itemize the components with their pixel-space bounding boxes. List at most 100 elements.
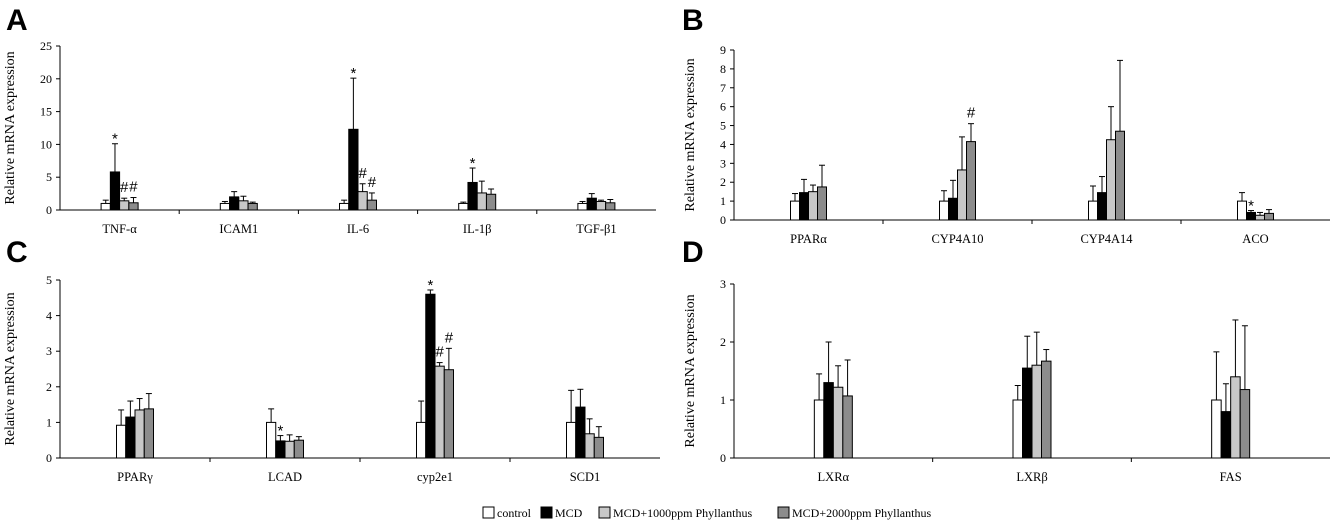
significance-mark: * <box>112 131 118 148</box>
bar <box>125 416 136 459</box>
bar <box>595 200 607 211</box>
category-label: PPARα <box>790 232 827 246</box>
category-label: CYP4A14 <box>1080 232 1133 246</box>
bar <box>284 440 295 459</box>
bar <box>467 181 478 211</box>
bar <box>842 395 853 459</box>
bar <box>416 421 427 459</box>
category-label: TGF-β1 <box>576 222 616 236</box>
bar <box>116 424 127 459</box>
legend-label: MCD+2000ppm Phyllanthus <box>792 506 931 520</box>
bar <box>458 202 469 211</box>
bar <box>266 421 277 459</box>
bar <box>128 202 139 211</box>
category-label: IL-6 <box>347 222 369 236</box>
bar <box>348 128 359 211</box>
bar <box>339 202 350 211</box>
panel-letter: B <box>682 4 704 37</box>
bar <box>605 202 616 211</box>
legend-label: MCD <box>555 506 583 520</box>
bar <box>1088 200 1098 221</box>
panel-letter: D <box>682 236 704 269</box>
y-tick-label: 2 <box>46 380 52 394</box>
chart-panel-b: B Relative mRNA expression 0 1 2 3 4 5 6 7 8 9 PPARα… <box>682 4 1330 246</box>
y-axis-label: Relative mRNA expression <box>683 58 698 211</box>
y-tick-label: 0 <box>46 203 52 217</box>
bar <box>1255 214 1265 221</box>
bar <box>293 439 304 459</box>
bar <box>577 202 588 211</box>
category-label: TNF-α <box>102 222 137 236</box>
y-tick-label: 2 <box>720 175 726 189</box>
y-tick-label: 7 <box>720 81 726 95</box>
category-label: SCD1 <box>570 470 601 484</box>
bar <box>100 202 111 211</box>
y-tick-label: 1 <box>720 393 726 407</box>
bar <box>813 399 825 459</box>
bar <box>1031 364 1042 459</box>
bar <box>1220 411 1232 459</box>
category-label: FAS <box>1220 470 1242 484</box>
bar <box>229 196 240 211</box>
bar <box>832 386 844 459</box>
bar <box>476 192 487 211</box>
y-tick-label: 3 <box>720 156 726 170</box>
bar <box>966 141 976 221</box>
significance-mark: * <box>277 423 283 440</box>
y-axis-label: Relative mRNA expression <box>3 51 18 204</box>
significance-mark: # <box>368 174 377 191</box>
bar <box>790 200 800 221</box>
significance-mark: # <box>120 179 129 196</box>
bar <box>817 186 827 221</box>
y-tick-label: 5 <box>720 119 726 133</box>
y-tick-label: 20 <box>40 72 52 86</box>
bar <box>939 200 949 221</box>
y-tick-label: 15 <box>40 105 52 119</box>
y-tick-label: 1 <box>720 194 726 208</box>
bar <box>584 433 595 459</box>
y-axis-label: Relative mRNA expression <box>683 294 698 447</box>
bar <box>485 193 497 211</box>
significance-mark: # <box>358 165 367 182</box>
y-tick-label: 6 <box>720 100 726 114</box>
bar <box>143 408 154 459</box>
y-tick-label: 25 <box>40 39 52 53</box>
bar <box>357 191 368 211</box>
y-tick-label: 1 <box>46 415 52 429</box>
y-tick-label: 5 <box>46 170 52 184</box>
legend-label: control <box>497 506 532 520</box>
bar <box>219 202 231 211</box>
category-label: LCAD <box>268 470 302 484</box>
bar <box>566 421 577 459</box>
legend: control MCD MCD+1000ppm Phyllanthus MCD+200… <box>482 506 931 520</box>
bar <box>1022 367 1033 459</box>
bar <box>1097 192 1107 221</box>
chart-panel-c: C Relative mRNA expression 0 1 2 3 4 5 PPARγ * LCA… <box>3 236 660 484</box>
y-axis-label: Relative mRNA expression <box>3 292 18 445</box>
bar <box>575 406 586 459</box>
chart-panel-d: D Relative mRNA expression 0 1 2 3 LXRα LXRβ FAS <box>682 236 1330 484</box>
bar <box>1237 200 1247 221</box>
y-tick-label: 2 <box>720 335 726 349</box>
bar <box>247 202 258 211</box>
category-label: ICAM1 <box>219 222 258 236</box>
significance-mark: # <box>435 344 444 361</box>
y-tick-label: 0 <box>720 213 726 227</box>
y-tick-label: 3 <box>46 344 52 358</box>
bar <box>1115 130 1125 221</box>
panel-letter: C <box>6 236 28 269</box>
bar <box>1106 139 1116 221</box>
y-tick-label: 5 <box>46 273 52 287</box>
bar <box>434 365 445 459</box>
category-label: LXRβ <box>1016 470 1047 484</box>
significance-mark: * <box>427 277 433 294</box>
bar <box>119 200 130 211</box>
significance-mark: * <box>470 155 476 172</box>
bar <box>1211 399 1222 459</box>
bar <box>1239 389 1251 459</box>
bar <box>238 200 249 211</box>
legend-swatch <box>540 506 553 519</box>
y-tick-label: 0 <box>720 451 726 465</box>
y-tick-label: 8 <box>720 62 726 76</box>
bar <box>808 191 818 221</box>
